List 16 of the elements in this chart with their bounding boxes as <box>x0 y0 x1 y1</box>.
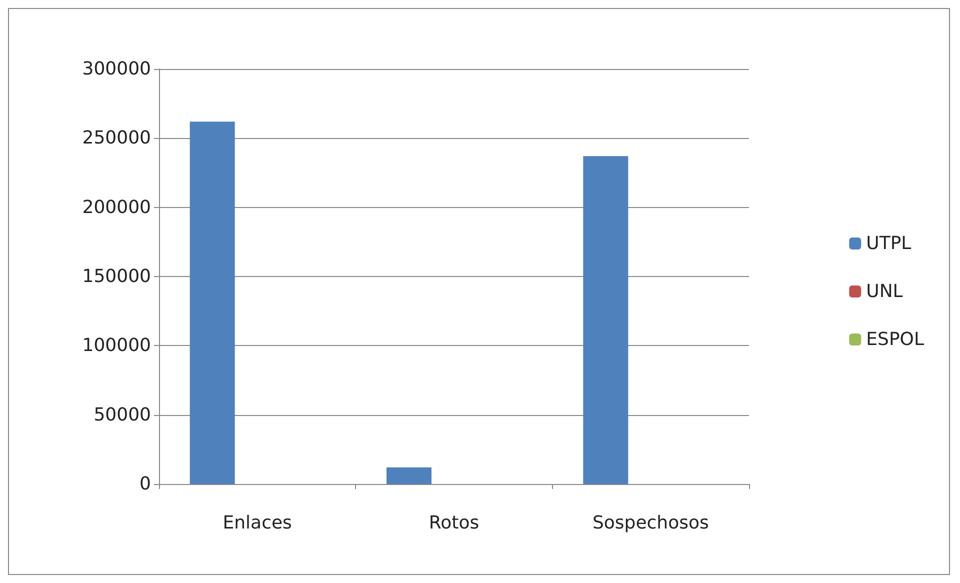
y-tick-label: 150000 <box>82 266 151 287</box>
bar <box>583 156 628 484</box>
legend-label: UNL <box>866 281 903 302</box>
x-tick-label: Sospechosos <box>592 512 709 534</box>
y-tick-label: 300000 <box>82 58 151 80</box>
legend-label: ESPOL <box>866 329 924 350</box>
y-tick-label: 100000 <box>82 335 151 356</box>
bar <box>190 122 235 484</box>
y-tick-label: 0 <box>140 474 151 494</box>
y-tick-label: 50000 <box>94 404 151 426</box>
y-tick-label: 200000 <box>82 196 151 218</box>
legend-label: UTPL <box>866 233 912 254</box>
x-tick-label: Enlaces <box>222 512 292 534</box>
bar <box>386 467 432 484</box>
x-tick-label: Rotos <box>428 512 480 534</box>
y-tick-label: 250000 <box>82 128 151 149</box>
